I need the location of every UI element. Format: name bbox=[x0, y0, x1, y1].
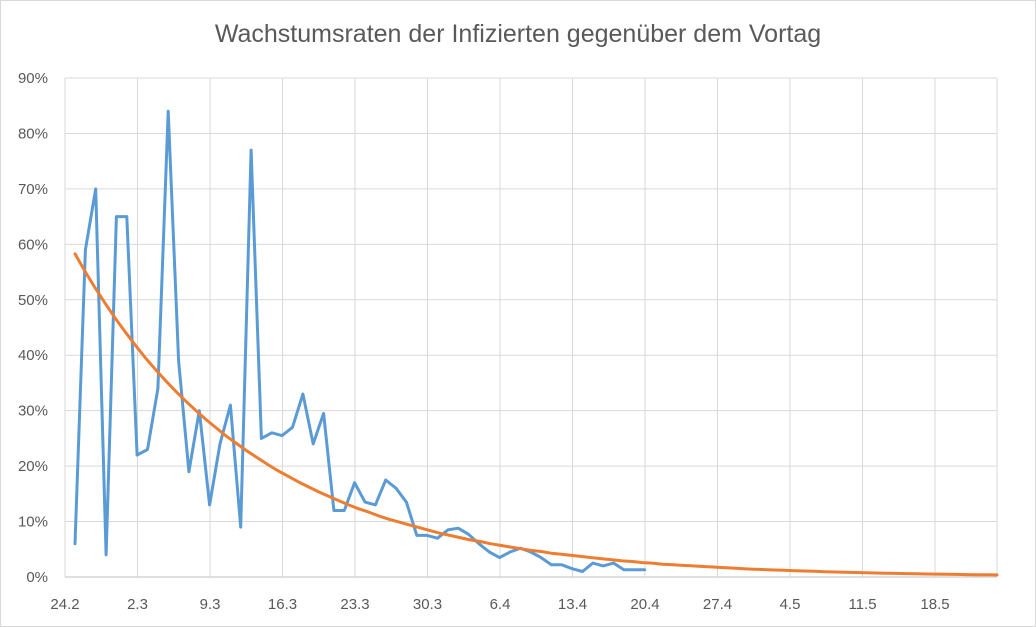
y-tick-label: 70% bbox=[18, 181, 48, 198]
x-tick-label: 24.2 bbox=[50, 596, 79, 613]
x-tick-label: 13.4 bbox=[558, 596, 587, 613]
series-line-growth-rate bbox=[73, 109, 647, 573]
y-tick-label: 40% bbox=[18, 347, 48, 364]
x-tick-label: 18.5 bbox=[920, 596, 949, 613]
y-tick-label: 80% bbox=[18, 125, 48, 142]
y-tick-label: 50% bbox=[18, 292, 48, 309]
x-tick-label: 20.4 bbox=[630, 596, 659, 613]
y-tick-label: 90% bbox=[18, 70, 48, 87]
y-tick-label: 0% bbox=[26, 569, 48, 586]
x-tick-label: 9.3 bbox=[200, 596, 221, 613]
y-tick-label: 20% bbox=[18, 458, 48, 475]
x-tick-label: 16.3 bbox=[268, 596, 297, 613]
x-tick-label: 23.3 bbox=[340, 596, 369, 613]
x-tick-label: 2.3 bbox=[127, 596, 148, 613]
x-tick-label: 4.5 bbox=[780, 596, 801, 613]
y-tick-label: 60% bbox=[18, 236, 48, 253]
x-tick-label: 6.4 bbox=[490, 596, 511, 613]
series-line-trend bbox=[73, 252, 999, 577]
chart-title: Wachstumsraten der Infizierten gegenüber… bbox=[214, 20, 822, 48]
x-tick-label: 30.3 bbox=[413, 596, 442, 613]
y-tick-label: 30% bbox=[18, 403, 48, 420]
x-tick-label: 27.4 bbox=[703, 596, 732, 613]
y-tick-label: 10% bbox=[18, 514, 48, 531]
x-tick-label: 11.5 bbox=[848, 596, 876, 613]
